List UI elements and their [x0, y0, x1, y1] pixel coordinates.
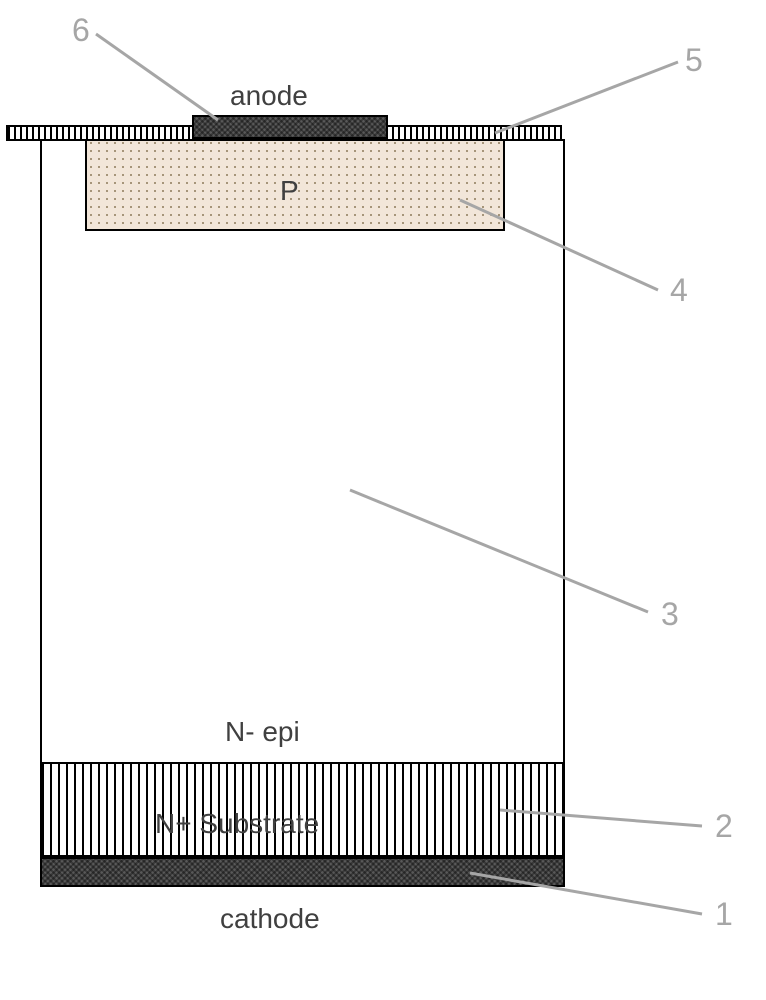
- leader-lines: [0, 0, 766, 1000]
- leader-2: [500, 810, 702, 826]
- leader-4: [460, 200, 658, 290]
- leader-5: [495, 62, 678, 133]
- leader-1: [470, 873, 702, 914]
- leader-6: [96, 34, 218, 120]
- diagram-stage: anode P N- epi N+ Substrate cathode 1 2 …: [0, 0, 766, 1000]
- leader-3: [350, 490, 648, 612]
